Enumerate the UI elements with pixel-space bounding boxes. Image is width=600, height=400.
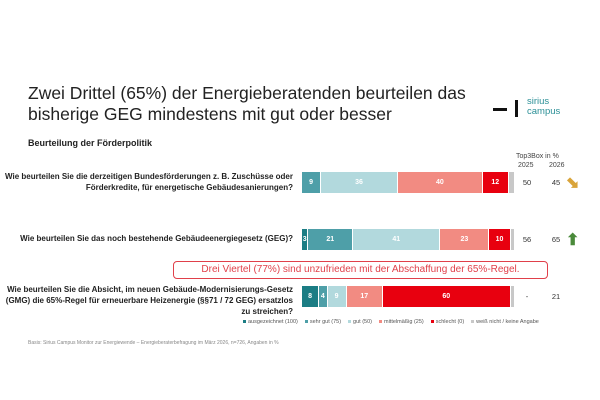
legend-item: weiß nicht / keine Angabe — [471, 319, 539, 325]
top3box-value: 56 — [522, 235, 532, 244]
top3box-value: - — [525, 292, 529, 301]
logo-line1: sirius — [527, 96, 550, 107]
legend-item: sehr gut (75) — [304, 319, 341, 325]
question-3: Wie beurteilen Sie die Absicht, im neuen… — [5, 285, 293, 316]
year-2025-header: 2025 — [518, 162, 534, 169]
bar-segment: 8 — [302, 286, 320, 307]
legend-item: schlecht (0) — [430, 319, 464, 325]
callout-box: Drei Viertel (77%) sind unzufrieden mit … — [173, 261, 548, 279]
bar-segment — [508, 172, 515, 193]
bar-segment: 60 — [382, 286, 511, 307]
stacked-bar: 9 36 40 12 — [302, 172, 515, 193]
stacked-bar: 3 21 41 23 10 — [302, 229, 515, 250]
bar-segment: 12 — [483, 172, 509, 193]
legend: ausgezeichnet (100) sehr gut (75) gut (50)… — [243, 319, 539, 325]
footnote: Basis: Sirius Campus Monitor zur Energie… — [28, 340, 279, 346]
top3box-value: 65 — [551, 235, 561, 244]
bar-segment — [510, 286, 515, 307]
bar-segment: 21 — [308, 229, 354, 250]
bar-segment: 40 — [397, 172, 484, 193]
slide-title: Zwei Drittel (65%) der Energieberatenden… — [28, 83, 466, 124]
legend-item: mittelmäßig (25) — [379, 319, 424, 325]
bar-segment: 41 — [353, 229, 441, 250]
question-1: Wie beurteilen Sie die derzeitigen Bunde… — [5, 172, 293, 192]
question-2: Wie beurteilen Sie das noch bestehende G… — [20, 234, 293, 243]
chart-subtitle: Beurteilung der Förderpolitik — [28, 138, 153, 148]
bar-segment: 17 — [346, 286, 383, 307]
top3box-header: Top3Box in % — [516, 153, 559, 160]
logo-line2: campus — [527, 106, 561, 117]
year-2026-header: 2026 — [549, 162, 565, 169]
stacked-bar: 8 4 9 17 60 — [302, 286, 515, 307]
arrow-down-right-icon: ⬊ — [566, 175, 580, 192]
bar-segment: 10 — [489, 229, 511, 250]
bar-segment: 3 — [302, 229, 309, 250]
arrow-up-icon: ⬆ — [566, 232, 580, 249]
legend-item: gut (50) — [348, 319, 372, 325]
bar-segment: 36 — [321, 172, 398, 193]
bar-segment — [510, 229, 515, 250]
top3box-value: 45 — [551, 178, 561, 187]
bar-segment: 9 — [327, 286, 347, 307]
bar-segment: 23 — [440, 229, 490, 250]
legend-item: ausgezeichnet (100) — [243, 319, 298, 325]
bar-segment: 9 — [302, 172, 322, 193]
top3box-value: 50 — [522, 178, 532, 187]
bar-segment: 4 — [319, 286, 328, 307]
top3box-value: 21 — [551, 292, 561, 301]
